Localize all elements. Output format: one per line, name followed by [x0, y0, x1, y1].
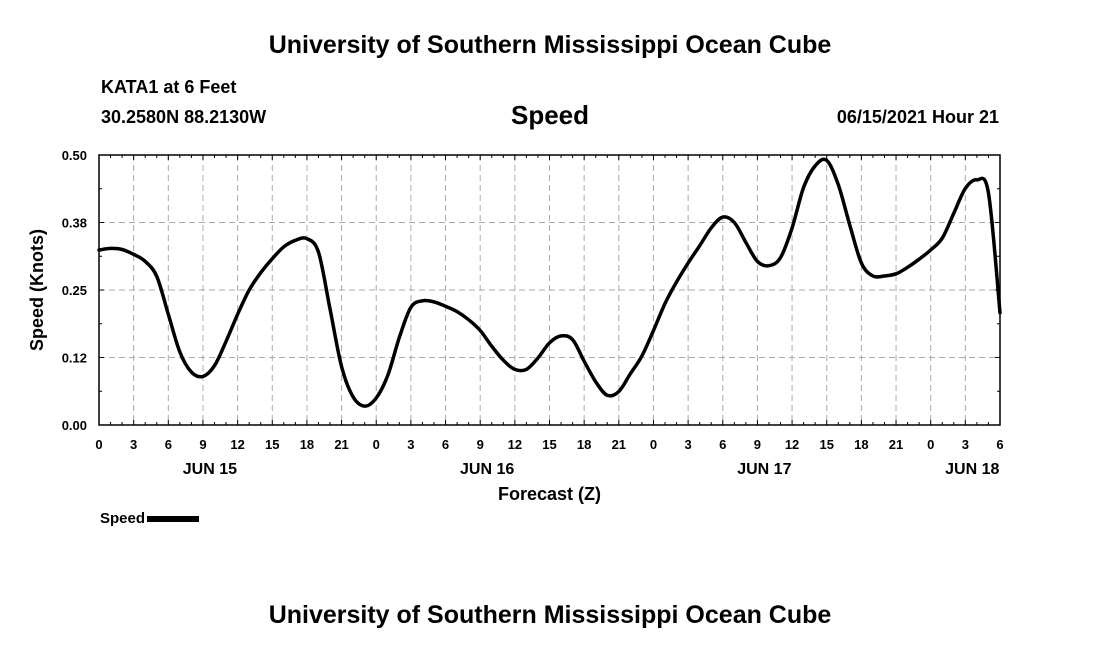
grid	[99, 155, 1000, 425]
x-tick-label: 21	[612, 437, 626, 452]
y-tick-label: 0.25	[62, 283, 87, 298]
x-tick-label: 18	[577, 437, 591, 452]
legend-label: Speed	[100, 510, 146, 527]
x-tick-label: 3	[684, 437, 691, 452]
y-tick-label: 0.00	[62, 418, 87, 433]
y-tick-label: 0.38	[62, 216, 87, 231]
axis-ticks: 0.00 0.12 0.25 0.38 0.50 0 3 6 9 12 15 18 21 0 3 6 9 12 15…	[62, 148, 1004, 478]
x-tick-label: 3	[962, 437, 969, 452]
date-label: JUN 17	[737, 461, 791, 478]
x-tick-label: 12	[785, 437, 799, 452]
x-tick-label: 18	[300, 437, 314, 452]
y-tick-label: 0.12	[62, 351, 87, 366]
x-tick-label: 6	[442, 437, 449, 452]
coordinates-label: 30.2580N 88.2130W	[101, 107, 267, 127]
x-tick-label: 15	[819, 437, 833, 452]
x-tick-label: 0	[95, 437, 102, 452]
y-tick-label: 0.50	[62, 148, 87, 163]
x-tick-label: 6	[996, 437, 1003, 452]
x-tick-label: 9	[754, 437, 761, 452]
speed-series-line	[97, 157, 1002, 408]
x-axis-title: Forecast (Z)	[498, 484, 601, 504]
x-tick-label: 12	[508, 437, 522, 452]
x-tick-label: 9	[199, 437, 206, 452]
x-tick-label: 12	[230, 437, 244, 452]
station-label: KATA1 at 6 Feet	[101, 77, 237, 97]
footer-title: University of Southern Mississippi Ocean…	[268, 601, 832, 629]
x-tick-label: 18	[854, 437, 868, 452]
legend: Speed	[100, 510, 200, 527]
x-tick-label: 0	[650, 437, 657, 452]
date-label: JUN 16	[460, 461, 514, 478]
x-tick-label: 0	[927, 437, 934, 452]
x-tick-label: 6	[719, 437, 726, 452]
x-tick-label: 9	[477, 437, 484, 452]
date-label: JUN 18	[945, 461, 999, 478]
x-tick-label: 15	[542, 437, 556, 452]
legend-swatch	[147, 516, 200, 523]
x-tick-label: 6	[165, 437, 172, 452]
x-tick-label: 3	[407, 437, 414, 452]
x-tick-label: 3	[130, 437, 137, 452]
date-label: JUN 15	[183, 461, 237, 478]
y-axis-title: Speed (Knots)	[27, 229, 47, 351]
forecast-datetime: 06/15/2021 Hour 21	[836, 107, 999, 127]
x-tick-label: 15	[265, 437, 279, 452]
x-tick-label: 0	[373, 437, 380, 452]
x-tick-label: 21	[334, 437, 348, 452]
x-tick-label: 21	[889, 437, 903, 452]
chart-title: Speed	[510, 100, 590, 130]
page-title: University of Southern Mississippi Ocean…	[268, 31, 832, 59]
